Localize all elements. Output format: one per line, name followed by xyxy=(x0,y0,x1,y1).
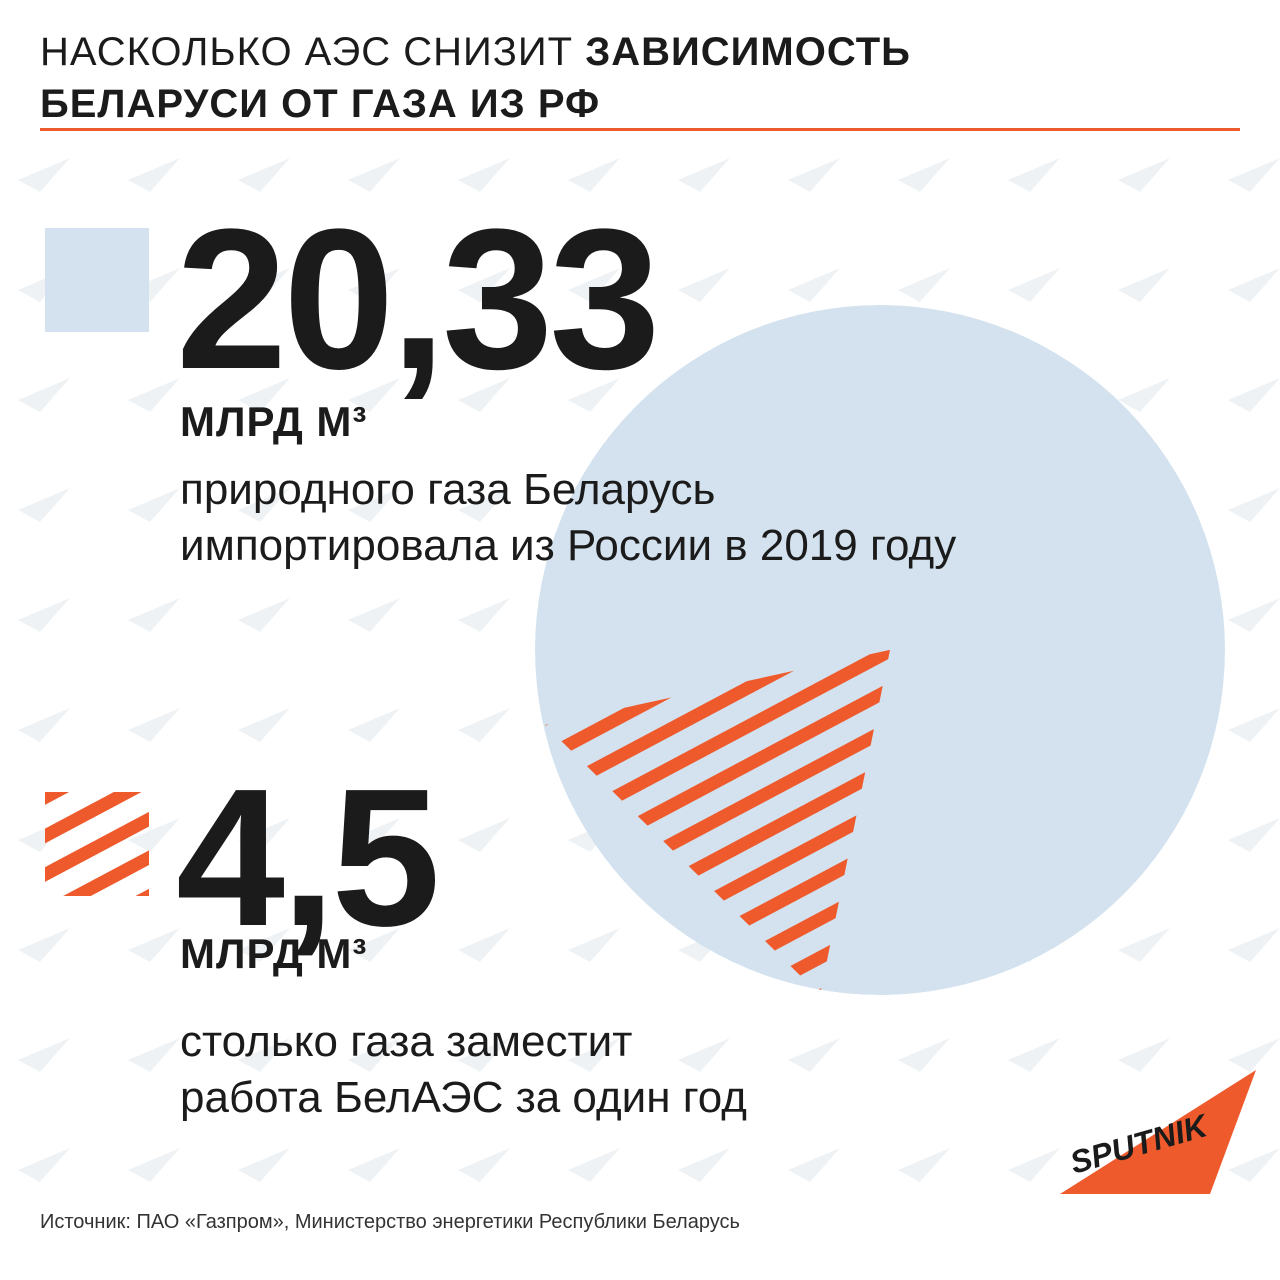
source-note: Источник: ПАО «Газпром», Министерство эн… xyxy=(40,1211,740,1233)
caption-line: природного газа Беларусь xyxy=(180,465,716,514)
legend-swatch-solid xyxy=(45,228,149,332)
stat-value-imports: 20,33 xyxy=(176,188,660,411)
caption-line: столько газа заместит xyxy=(180,1017,633,1066)
title-bold-2: БЕЛАРУСИ ОТ ГАЗА ИЗ РФ xyxy=(40,82,601,126)
stat-value-npp: 4,5 xyxy=(176,748,440,967)
pie-slice-npp-share xyxy=(545,649,891,995)
stat-caption-npp: столько газа заместит работа БелАЭС за о… xyxy=(180,1014,1180,1126)
stat-unit-imports: МЛРД М³ xyxy=(180,398,368,445)
stat-caption-imports: природного газа Беларусь импортировала и… xyxy=(180,462,1180,574)
sputnik-logo-icon: SPUTNIK xyxy=(1060,1070,1256,1194)
stat-unit-npp: МЛРД М³ xyxy=(180,930,368,977)
page-title: НАСКОЛЬКО АЭС СНИЗИТ ЗАВИСИМОСТЬ БЕЛАРУС… xyxy=(40,26,1240,130)
legend-swatch-hatched xyxy=(45,792,149,896)
title-divider xyxy=(40,128,1240,131)
title-light: НАСКОЛЬКО АЭС СНИЗИТ xyxy=(40,30,586,74)
caption-line: импортировала из России в 2019 году xyxy=(180,521,957,570)
title-bold-1: ЗАВИСИМОСТЬ xyxy=(585,30,911,74)
caption-line: работа БелАЭС за один год xyxy=(180,1073,747,1122)
